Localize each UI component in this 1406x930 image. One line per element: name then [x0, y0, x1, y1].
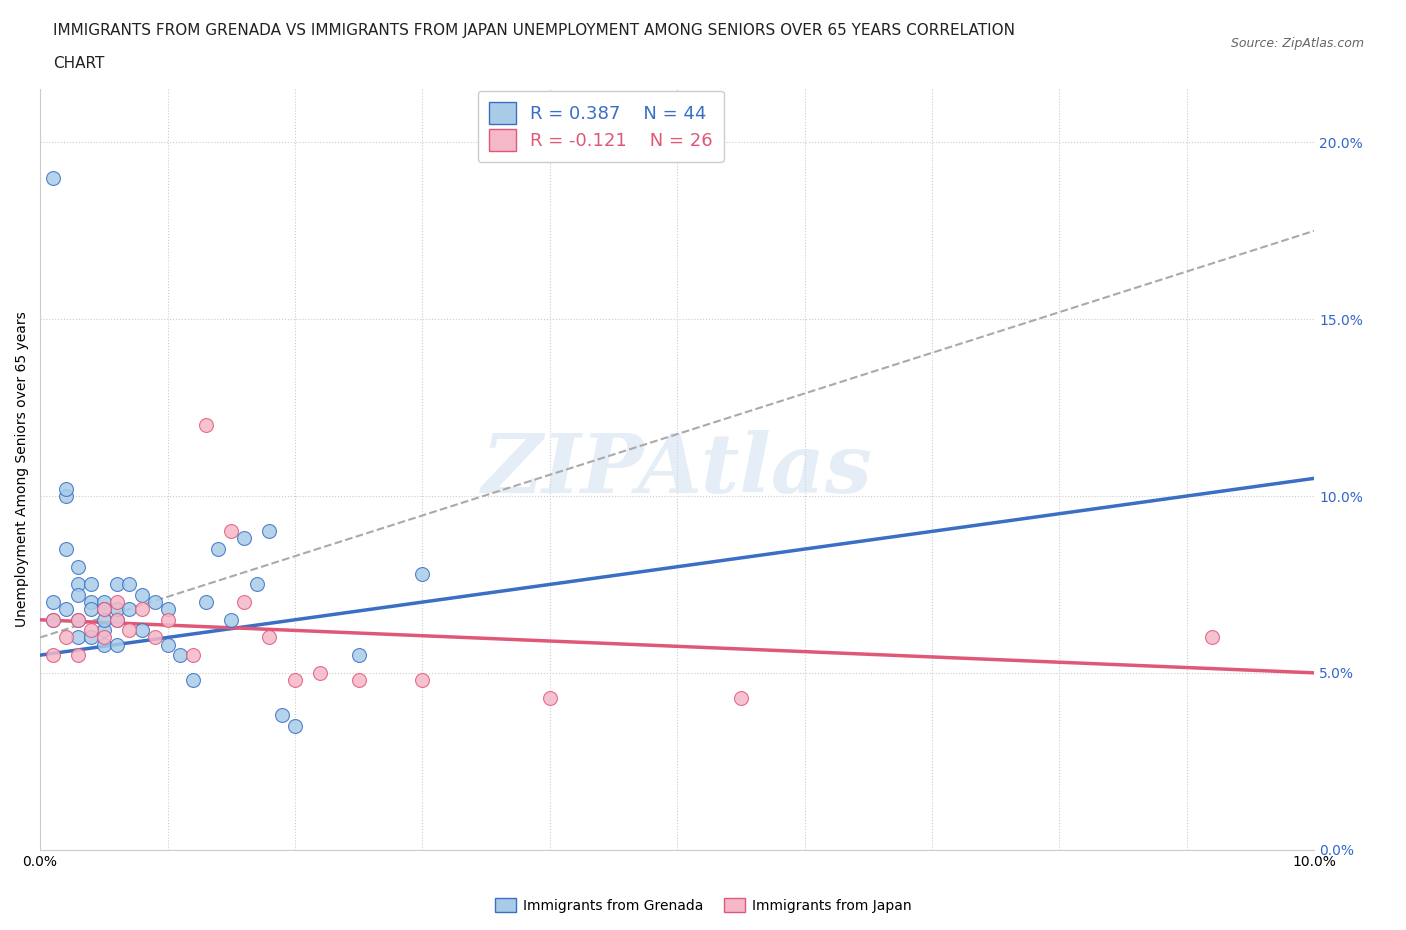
Point — [80, 577, 103, 591]
Point — [233, 531, 256, 546]
Point — [93, 594, 115, 609]
Point — [67, 647, 90, 662]
Point — [55, 630, 77, 644]
Point — [309, 665, 332, 680]
Point — [105, 612, 128, 627]
Point — [156, 612, 179, 627]
Point — [105, 594, 128, 609]
Point — [105, 612, 128, 627]
Y-axis label: Unemployment Among Seniors over 65 years: Unemployment Among Seniors over 65 years — [15, 312, 30, 628]
Point — [80, 594, 103, 609]
Point — [284, 672, 307, 687]
Point — [219, 524, 242, 538]
Point — [55, 482, 77, 497]
Point — [284, 719, 307, 734]
Point — [194, 594, 217, 609]
Point — [67, 612, 90, 627]
Point — [42, 612, 65, 627]
Point — [347, 647, 370, 662]
Point — [93, 630, 115, 644]
Point — [156, 602, 179, 617]
Point — [730, 690, 752, 705]
Point — [181, 647, 204, 662]
Point — [105, 602, 128, 617]
Legend: Immigrants from Grenada, Immigrants from Japan: Immigrants from Grenada, Immigrants from… — [489, 893, 917, 919]
Point — [42, 170, 65, 185]
Point — [80, 602, 103, 617]
Point — [219, 612, 242, 627]
Point — [55, 541, 77, 556]
Point — [105, 637, 128, 652]
Point — [93, 602, 115, 617]
Point — [156, 637, 179, 652]
Point — [538, 690, 561, 705]
Point — [93, 637, 115, 652]
Point — [55, 602, 77, 617]
Point — [42, 647, 65, 662]
Point — [80, 623, 103, 638]
Point — [93, 623, 115, 638]
Point — [246, 577, 269, 591]
Point — [143, 630, 166, 644]
Point — [347, 672, 370, 687]
Text: Source: ZipAtlas.com: Source: ZipAtlas.com — [1230, 37, 1364, 50]
Point — [207, 541, 229, 556]
Point — [131, 623, 153, 638]
Point — [271, 708, 294, 723]
Point — [67, 577, 90, 591]
Point — [67, 559, 90, 574]
Point — [118, 623, 141, 638]
Point — [233, 594, 256, 609]
Point — [411, 566, 433, 581]
Point — [93, 602, 115, 617]
Point — [93, 612, 115, 627]
Point — [55, 488, 77, 503]
Legend: R = 0.387    N = 44, R = -0.121    N = 26: R = 0.387 N = 44, R = -0.121 N = 26 — [478, 91, 724, 162]
Point — [259, 524, 281, 538]
Point — [67, 612, 90, 627]
Point — [42, 594, 65, 609]
Point — [181, 672, 204, 687]
Point — [131, 588, 153, 603]
Point — [411, 672, 433, 687]
Point — [194, 418, 217, 432]
Point — [67, 588, 90, 603]
Point — [42, 612, 65, 627]
Point — [143, 594, 166, 609]
Point — [118, 602, 141, 617]
Point — [80, 630, 103, 644]
Point — [67, 630, 90, 644]
Point — [1201, 630, 1223, 644]
Point — [259, 630, 281, 644]
Point — [105, 577, 128, 591]
Text: CHART: CHART — [53, 56, 105, 71]
Text: ZIPAtlas: ZIPAtlas — [482, 430, 873, 510]
Text: IMMIGRANTS FROM GRENADA VS IMMIGRANTS FROM JAPAN UNEMPLOYMENT AMONG SENIORS OVER: IMMIGRANTS FROM GRENADA VS IMMIGRANTS FR… — [53, 23, 1015, 38]
Point — [118, 577, 141, 591]
Point — [169, 647, 191, 662]
Point — [131, 602, 153, 617]
